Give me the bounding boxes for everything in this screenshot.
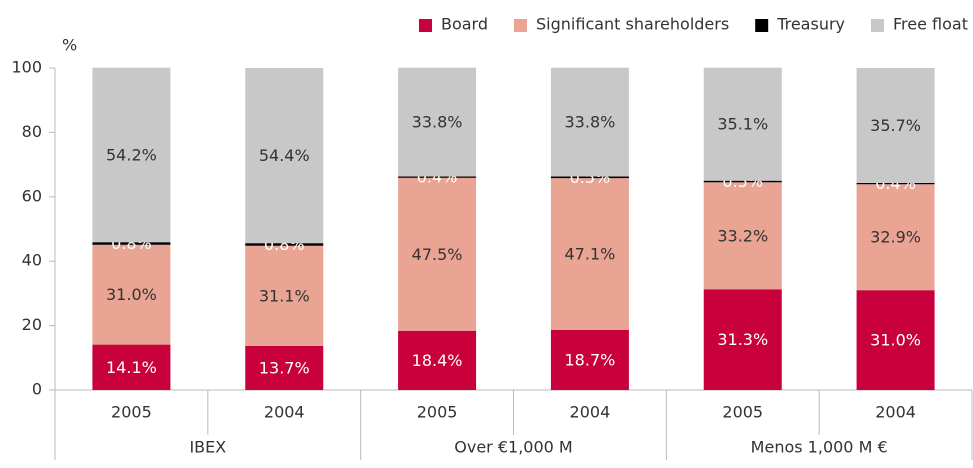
x-tick-label: 2005 [417, 403, 458, 422]
value-label: 47.5% [412, 245, 463, 264]
y-tick-label: 60 [22, 186, 42, 205]
value-label: 54.2% [106, 145, 157, 164]
y-tick-label: 20 [22, 315, 42, 334]
legend-swatch [418, 19, 432, 32]
y-axis-label: % [62, 36, 77, 55]
bar-segment [550, 178, 629, 330]
value-label: 35.1% [717, 115, 768, 134]
value-label: 31.1% [259, 286, 310, 305]
legend-label: Board [441, 15, 488, 34]
value-label: 33.8% [412, 113, 463, 132]
bar-segment [856, 290, 935, 390]
value-label: 54.4% [259, 146, 310, 165]
bar-segment [245, 243, 324, 246]
bar-segment [856, 68, 935, 183]
bar-segment [92, 242, 171, 245]
bar-segment [856, 184, 935, 291]
value-label: 18.4% [412, 351, 463, 370]
y-tick-label: 80 [22, 122, 42, 141]
bar-segment [703, 67, 782, 181]
group-label: IBEX [189, 438, 226, 457]
value-label: 47.1% [565, 244, 616, 263]
x-tick-label: 2005 [111, 403, 152, 422]
legend-label: Free float [893, 15, 968, 34]
bar-segment [245, 245, 324, 346]
legend-swatch [755, 19, 769, 32]
x-tick-label: 2004 [264, 403, 305, 422]
y-tick-label: 100 [11, 58, 42, 77]
y-tick-label: 0 [32, 380, 42, 399]
bar-segment [398, 330, 477, 390]
bar-segment [550, 67, 629, 177]
bar-segment [550, 329, 629, 390]
bar-segment [398, 67, 477, 177]
y-tick-label: 40 [22, 251, 42, 270]
x-tick-label: 2005 [722, 403, 763, 422]
bar-segment [92, 67, 171, 243]
bar-segment [245, 68, 324, 244]
value-label: 32.9% [870, 228, 921, 247]
value-label: 18.7% [565, 350, 616, 369]
legend-label: Significant shareholders [536, 15, 729, 34]
bar-segment [856, 182, 935, 185]
bar-segment [92, 344, 171, 390]
legend-label: Treasury [776, 15, 845, 34]
value-label: 13.7% [259, 358, 310, 377]
value-label: 31.0% [106, 285, 157, 304]
value-label: 35.7% [870, 116, 921, 135]
value-label: 31.3% [717, 330, 768, 349]
x-tick-label: 2004 [570, 403, 611, 422]
value-label: 31.0% [870, 331, 921, 350]
bar-segment [398, 176, 477, 178]
value-label: 33.2% [717, 226, 768, 245]
group-label: Menos 1,000 M € [751, 438, 888, 457]
bar-segment [703, 289, 782, 390]
bar-segment [703, 182, 782, 290]
bar-segment [550, 176, 629, 179]
legend-swatch [514, 19, 528, 32]
value-label: 14.1% [106, 358, 157, 377]
bar-segment [703, 180, 782, 183]
bar-segment [245, 345, 324, 390]
group-label: Over €1,000 M [454, 438, 572, 457]
legend-swatch [871, 19, 885, 32]
bar-segment [398, 177, 477, 331]
bar-segment [92, 244, 171, 345]
value-label: 33.8% [565, 113, 616, 132]
x-tick-label: 2004 [875, 403, 916, 422]
